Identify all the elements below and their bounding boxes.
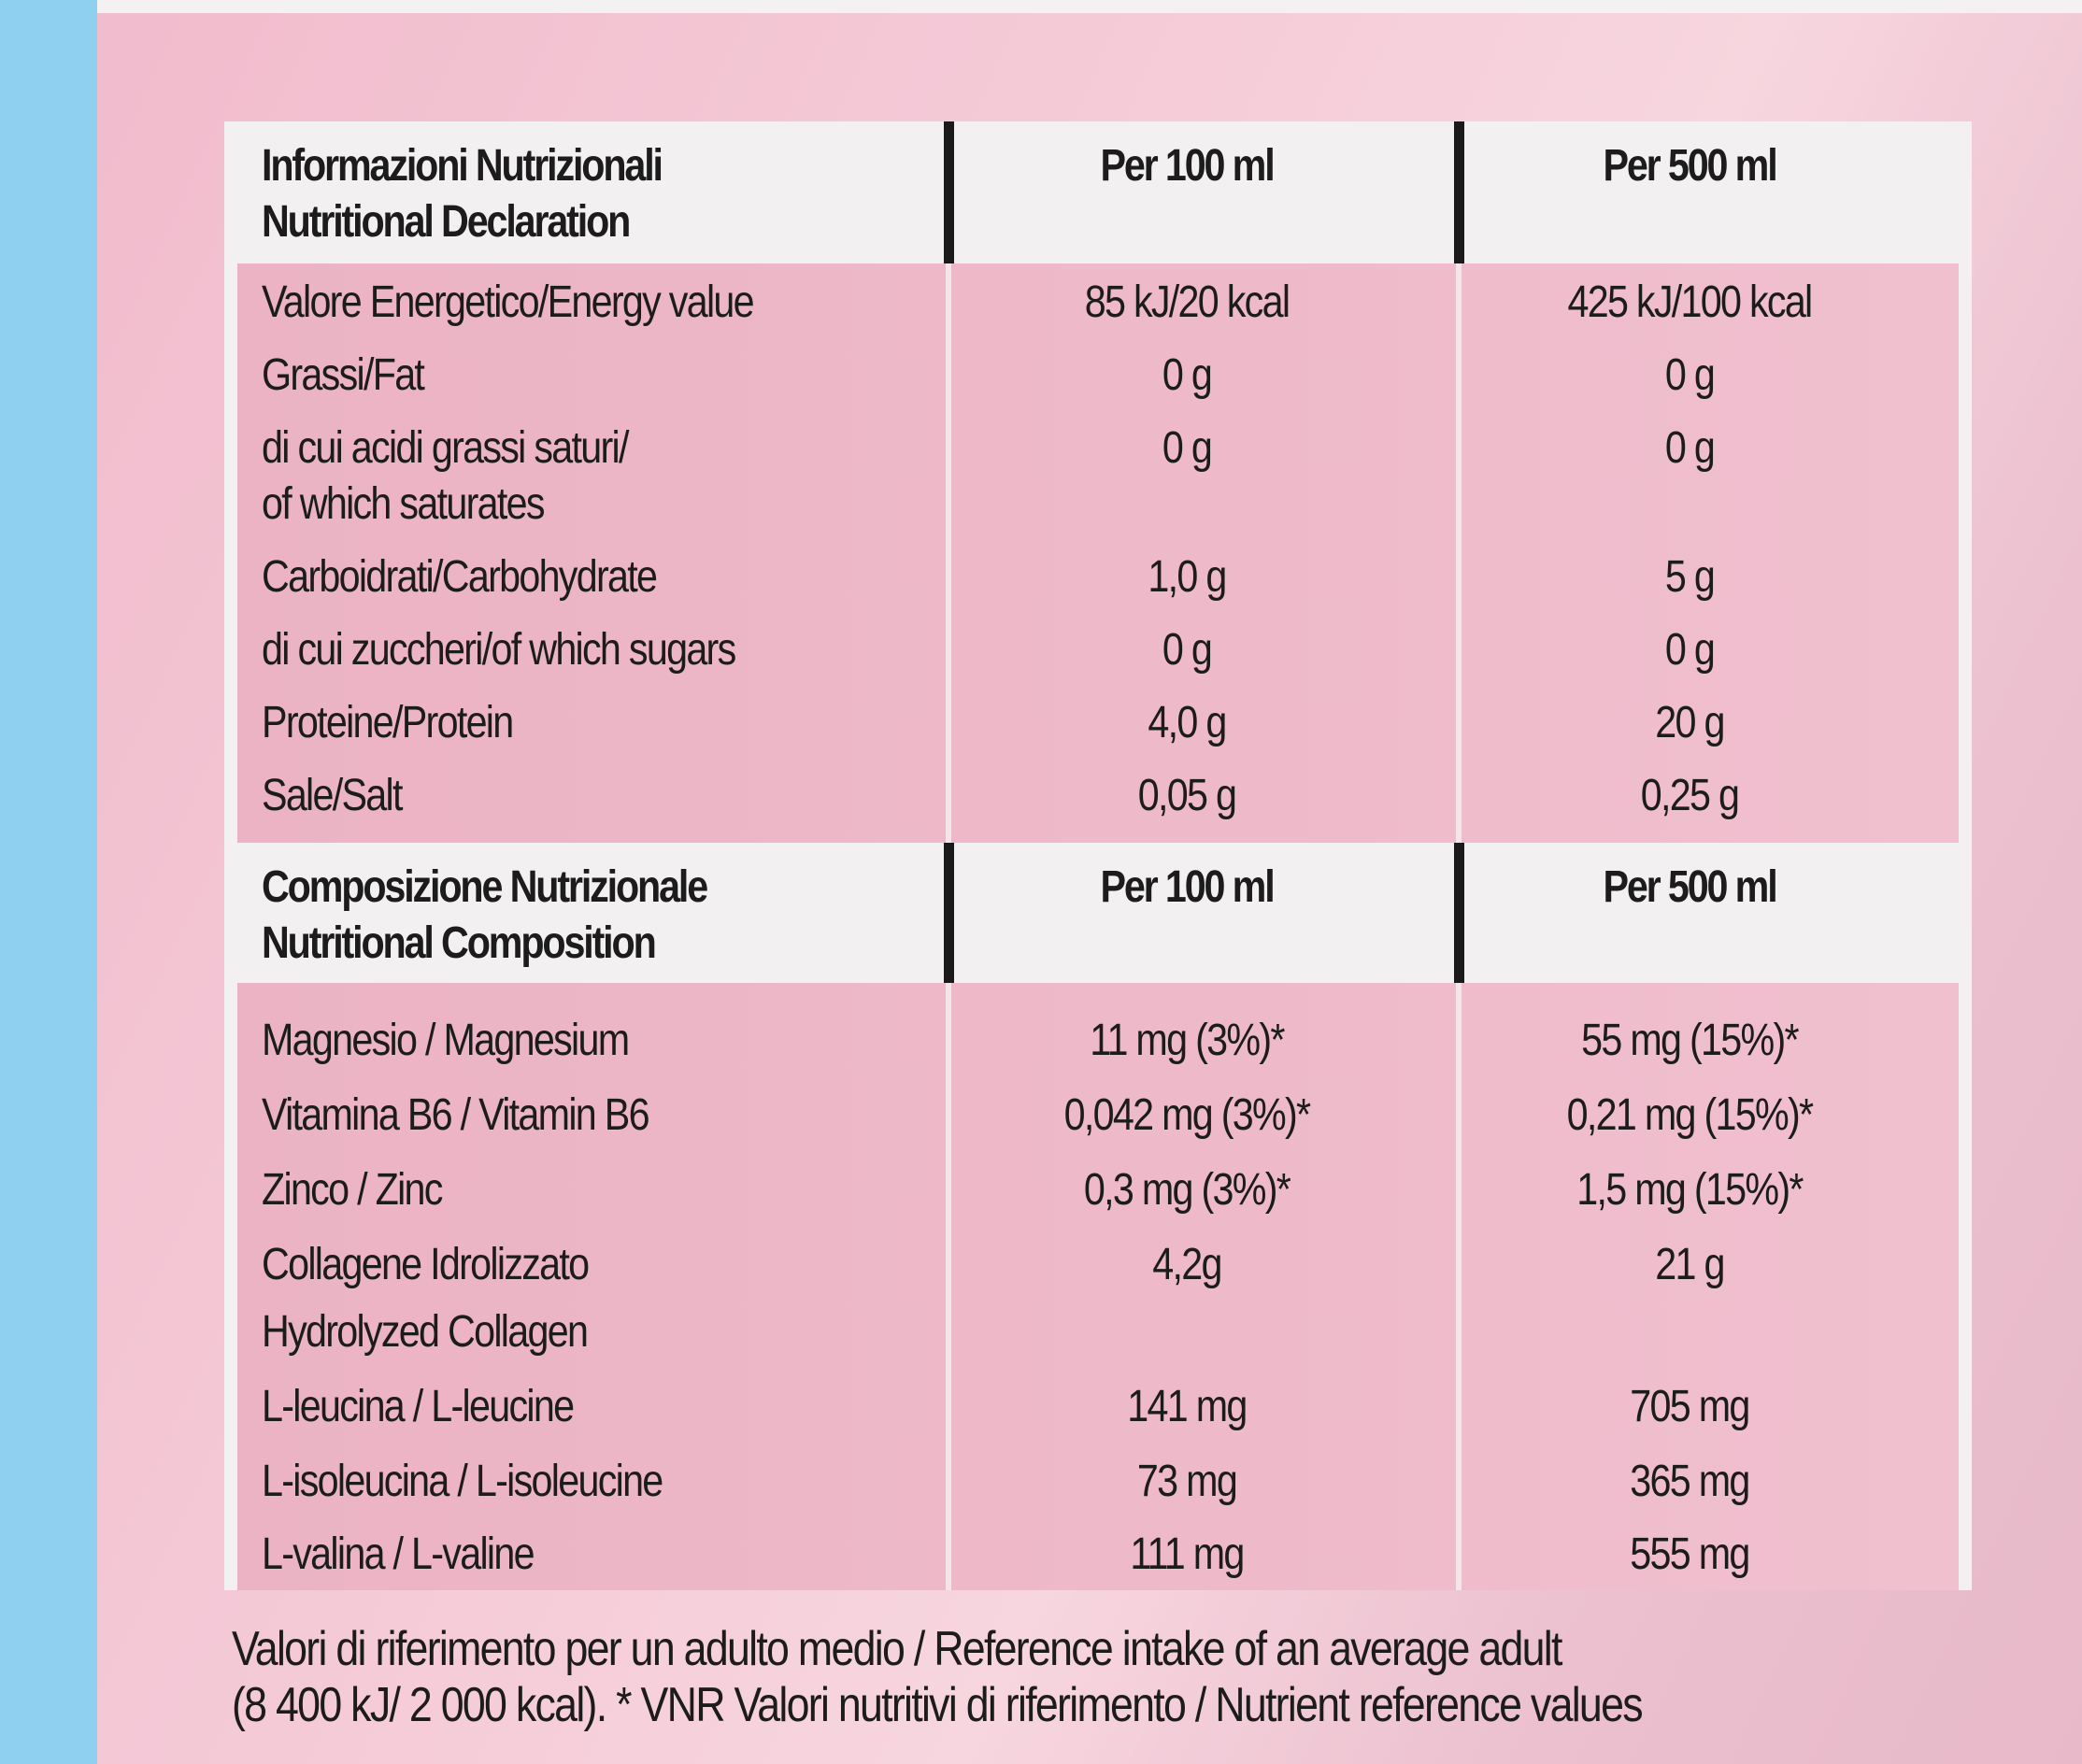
- row-energy-500: 425 kJ/100 kcal: [1567, 277, 1813, 327]
- row-b6-500: 0,21 mg (15%)*: [1566, 1090, 1814, 1140]
- row-collagen-100: 4,2g: [1152, 1240, 1222, 1289]
- row-valine-label: L-valina / L-valine: [262, 1529, 535, 1579]
- row-saturates-label-en: of which saturates: [262, 479, 545, 529]
- row-sugars-100: 0 g: [1162, 625, 1213, 675]
- row-saturates-100: 0 g: [1162, 423, 1213, 473]
- left-blue-stripe: [0, 0, 97, 1764]
- row-salt-500: 0,25 g: [1640, 771, 1740, 820]
- row-leucine-label: L-leucina / L-leucine: [262, 1382, 575, 1431]
- row-carb-100: 1,0 g: [1148, 552, 1227, 602]
- row-collagen-500: 21 g: [1655, 1240, 1725, 1289]
- body-divider-1: [946, 263, 951, 843]
- row-fat-label: Grassi/Fat: [262, 350, 425, 400]
- row-isoleucine-label: L-isoleucina / L-isoleucine: [262, 1457, 663, 1506]
- composition-col-500: Per 500 ml: [1603, 862, 1777, 912]
- row-sugars-label: di cui zuccheri/of which sugars: [262, 625, 736, 675]
- declaration-body: [224, 263, 1972, 843]
- row-energy-100: 85 kJ/20 kcal: [1084, 277, 1291, 327]
- top-white-strip: [97, 0, 2082, 13]
- declaration-title-en: Nutritional Declaration: [262, 197, 631, 247]
- body-divider-4: [1456, 983, 1462, 1590]
- row-zinc-500: 1,5 mg (15%)*: [1576, 1165, 1804, 1215]
- row-leucine-100: 141 mg: [1127, 1382, 1248, 1431]
- composition-header: [224, 843, 1972, 983]
- row-salt-label: Sale/Salt: [262, 771, 403, 820]
- row-protein-500: 20 g: [1655, 698, 1725, 747]
- row-collagen-label-en: Hydrolyzed Collagen: [262, 1307, 589, 1357]
- row-magnesium-500: 55 mg (15%)*: [1581, 1016, 1799, 1065]
- row-collagen-label: Collagene Idrolizzato: [262, 1240, 590, 1289]
- row-protein-label: Proteine/Protein: [262, 698, 514, 747]
- header-divider-4: [1454, 843, 1464, 983]
- footnote-line-2: (8 400 kJ/ 2 000 kcal). * VNR Valori nut…: [232, 1678, 1644, 1732]
- row-protein-100: 4,0 g: [1148, 698, 1227, 747]
- row-valine-100: 111 mg: [1130, 1529, 1245, 1579]
- row-b6-label: Vitamina B6 / Vitamin B6: [262, 1090, 650, 1140]
- row-fat-500: 0 g: [1664, 350, 1716, 400]
- declaration-col-100: Per 100 ml: [1100, 141, 1275, 191]
- row-saturates-500: 0 g: [1664, 423, 1716, 473]
- row-valine-500: 555 mg: [1630, 1529, 1750, 1579]
- row-isoleucine-100: 73 mg: [1136, 1457, 1238, 1506]
- composition-body: [224, 983, 1972, 1590]
- footnote-line-1: Valori di riferimento per un adulto medi…: [232, 1622, 1562, 1676]
- header-divider-1: [944, 121, 954, 263]
- row-magnesium-label: Magnesio / Magnesium: [262, 1016, 630, 1065]
- body-divider-2: [1456, 263, 1462, 843]
- row-sugars-500: 0 g: [1664, 625, 1716, 675]
- row-fat-100: 0 g: [1162, 350, 1213, 400]
- reference-footnote: Valori di riferimento per un adulto medi…: [232, 1621, 1783, 1733]
- row-leucine-500: 705 mg: [1630, 1382, 1750, 1431]
- body-divider-3: [946, 983, 951, 1590]
- declaration-col-500: Per 500 ml: [1603, 141, 1777, 191]
- row-energy-label: Valore Energetico/Energy value: [262, 277, 755, 327]
- header-divider-3: [944, 843, 954, 983]
- declaration-title-it: Informazioni Nutrizionali: [262, 141, 663, 191]
- composition-title-it: Composizione Nutrizionale: [262, 862, 708, 912]
- row-magnesium-100: 11 mg (3%)*: [1090, 1016, 1285, 1065]
- header-divider-2: [1454, 121, 1464, 263]
- nutrition-table: Informazioni Nutrizionali Nutritional De…: [224, 121, 1972, 1590]
- row-zinc-label: Zinco / Zinc: [262, 1165, 443, 1215]
- row-b6-100: 0,042 mg (3%)*: [1063, 1090, 1311, 1140]
- row-carb-label: Carboidrati/Carbohydrate: [262, 552, 658, 602]
- composition-col-100: Per 100 ml: [1100, 862, 1275, 912]
- row-salt-100: 0,05 g: [1137, 771, 1237, 820]
- row-isoleucine-500: 365 mg: [1630, 1457, 1750, 1506]
- declaration-header: [224, 121, 1972, 263]
- composition-title-en: Nutritional Composition: [262, 918, 657, 968]
- row-saturates-label: di cui acidi grassi saturi/: [262, 423, 629, 473]
- row-zinc-100: 0,3 mg (3%)*: [1083, 1165, 1291, 1215]
- row-carb-500: 5 g: [1664, 552, 1716, 602]
